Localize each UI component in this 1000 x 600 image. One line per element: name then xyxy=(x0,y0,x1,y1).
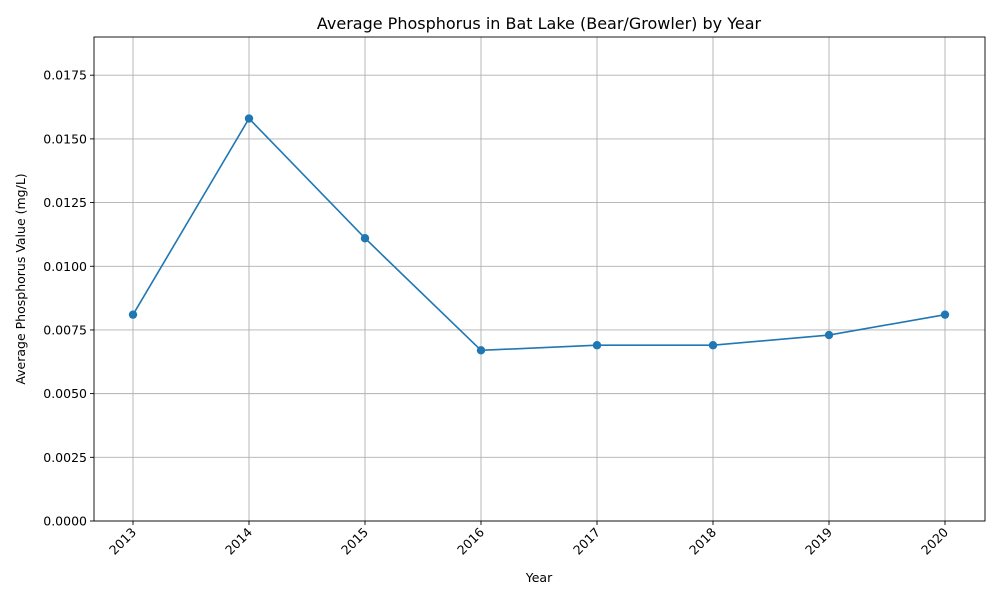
x-axis-label: Year xyxy=(525,570,553,585)
x-tick-label: 2017 xyxy=(570,525,603,558)
data-point xyxy=(708,341,718,350)
data-point xyxy=(244,114,254,123)
plot-frame xyxy=(93,36,986,522)
x-tick-label: 2020 xyxy=(918,524,951,557)
series-line xyxy=(132,117,946,352)
chart-title: Average Phosphorus in Bat Lake (Bear/Gro… xyxy=(317,14,762,33)
data-point xyxy=(128,310,138,319)
x-tick-label: 2019 xyxy=(802,524,835,557)
y-tick-label: 0.0025 xyxy=(43,450,87,465)
x-tick-label: 2015 xyxy=(338,525,371,558)
data-point xyxy=(360,234,370,243)
y-axis-label: Average Phosphorus Value (mg/L) xyxy=(13,173,28,384)
y-tick-label: 0.0150 xyxy=(43,131,87,146)
grid xyxy=(94,37,985,522)
data-point xyxy=(476,346,486,355)
x-tick-label: 2016 xyxy=(454,524,487,557)
x-tick-label: 2013 xyxy=(106,525,139,558)
ticks: 0.0000 0.0025 0.0050 0.0075 0.0100 0.0125 0.01… xyxy=(43,68,951,558)
y-tick-label: 0.0050 xyxy=(43,386,87,401)
y-tick-label: 0.0100 xyxy=(43,259,87,274)
x-tick-label: 2018 xyxy=(686,524,719,557)
y-tick-label: 0.0125 xyxy=(43,195,87,210)
data-point xyxy=(940,310,950,319)
data-point xyxy=(592,341,602,350)
x-tick-label: 2014 xyxy=(222,524,255,557)
y-tick-label: 0.0000 xyxy=(43,514,87,529)
y-tick-label: 0.0075 xyxy=(43,322,87,337)
y-tick-label: 0.0175 xyxy=(43,68,87,83)
data-point xyxy=(824,330,834,340)
series-layer xyxy=(128,114,950,355)
